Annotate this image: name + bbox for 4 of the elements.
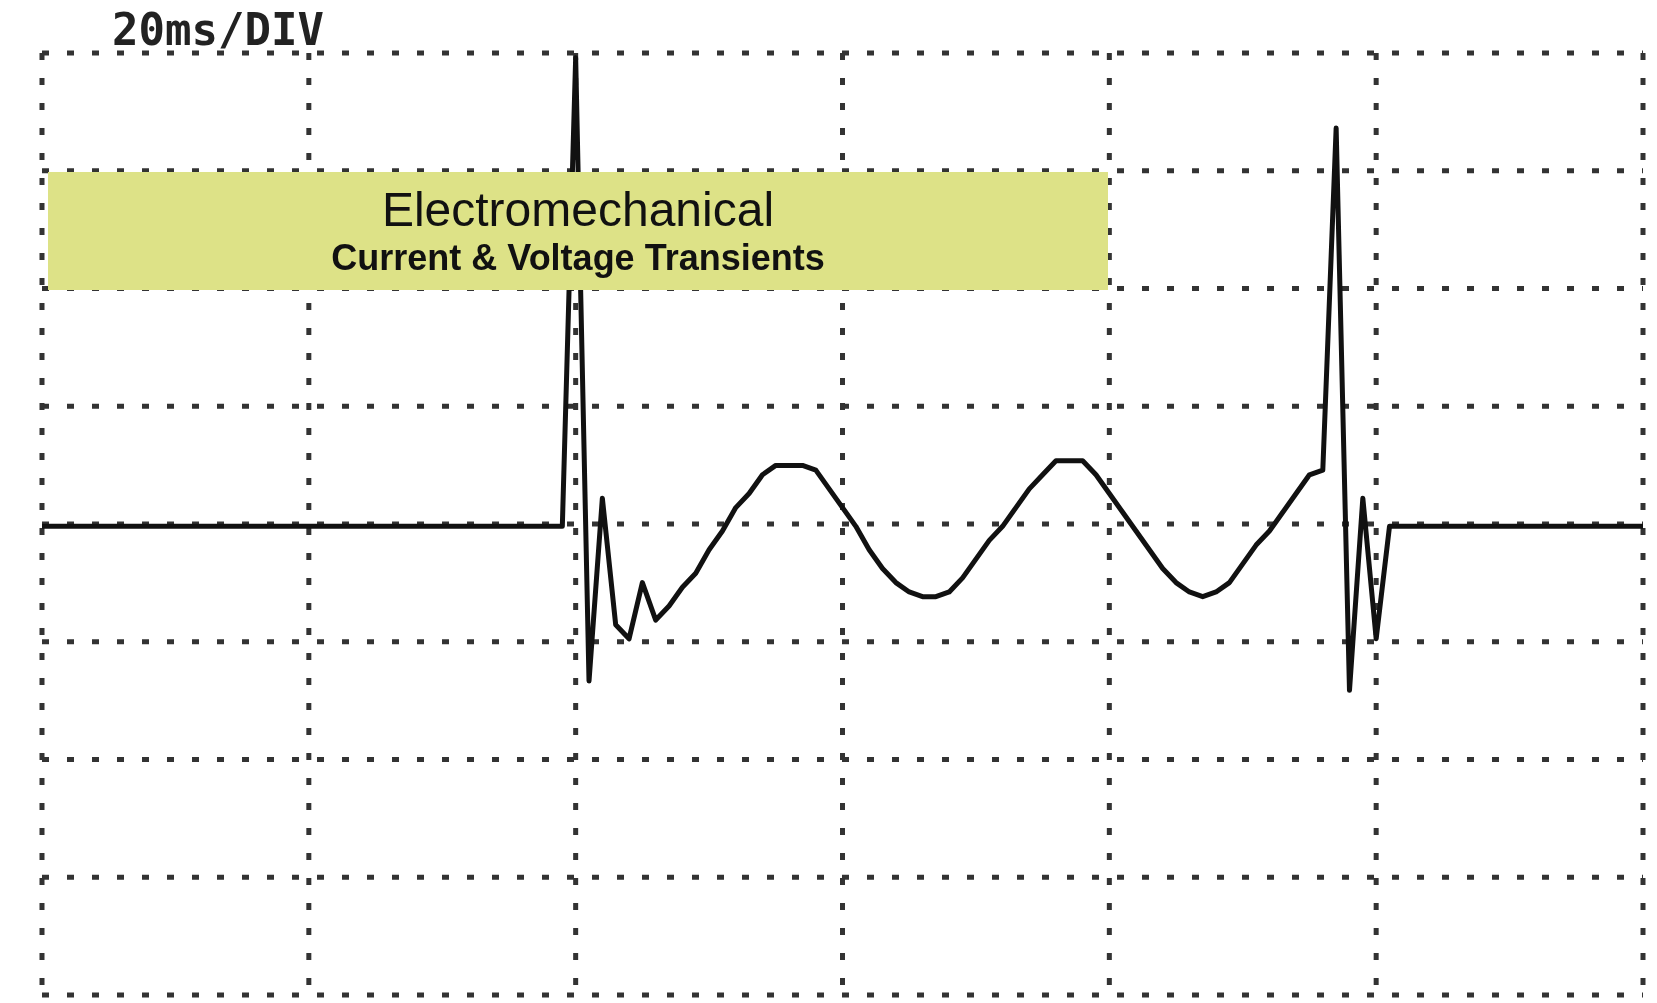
annotation: Electromechanical xyxy=(380,183,776,236)
annotation: Current & Voltage Transients xyxy=(330,237,826,278)
label-panel: Electromechanical Current & Voltage Transients xyxy=(48,172,1108,290)
chart-title: 20ms/DIV xyxy=(112,4,324,55)
